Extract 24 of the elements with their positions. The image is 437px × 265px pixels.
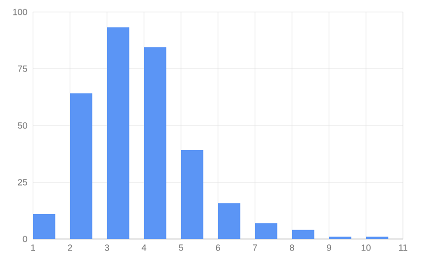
- y-tick-label: 25: [18, 179, 28, 186]
- y-tick-label: 0: [22, 236, 28, 242]
- x-tick-label: 8: [290, 244, 294, 251]
- x-tick-label: 5: [178, 244, 184, 251]
- x-tick-label: 2: [68, 244, 72, 251]
- y-tick-label: 100: [13, 8, 28, 16]
- y-tick-label: 50: [18, 122, 28, 129]
- x-tick-label: 1: [31, 244, 36, 251]
- x-tick-label: 11: [399, 244, 408, 251]
- x-tick-label: 10: [362, 244, 371, 251]
- y-tick-label: 75: [18, 66, 28, 72]
- bar: [70, 93, 92, 239]
- bar: [255, 223, 278, 239]
- bar: [292, 230, 314, 239]
- x-tick-label: 6: [216, 244, 220, 251]
- bar: [33, 214, 56, 239]
- x-tick-label: 7: [252, 244, 258, 251]
- bar: [144, 47, 166, 239]
- x-tick-label: 4: [142, 244, 146, 251]
- bar: [181, 150, 204, 239]
- bar: [107, 27, 130, 239]
- x-tick-label: 3: [104, 244, 110, 251]
- x-tick-label: 9: [326, 244, 332, 251]
- bar: [218, 203, 240, 239]
